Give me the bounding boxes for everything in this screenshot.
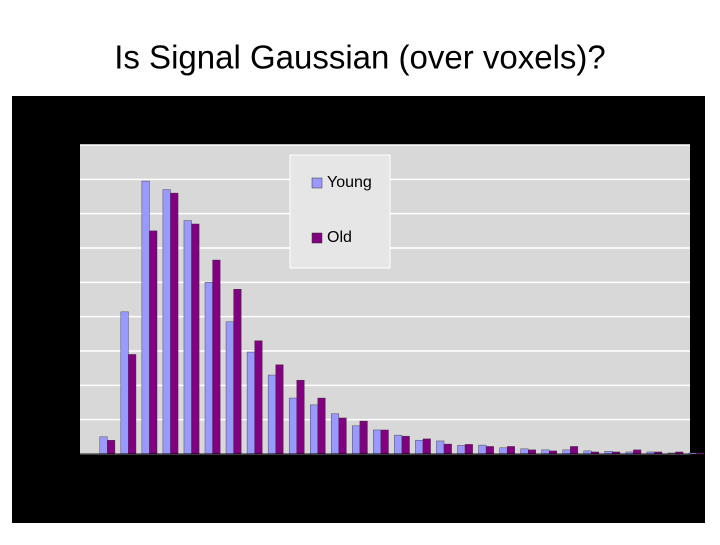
bar: [267, 374, 276, 455]
legend-swatch: [311, 232, 323, 244]
bar: [436, 440, 445, 455]
legend-label: Young: [327, 174, 372, 191]
bar: [162, 189, 171, 455]
bar: [464, 444, 473, 455]
bar: [296, 379, 305, 455]
bar: [415, 440, 424, 455]
bar: [401, 435, 410, 455]
bar: [246, 351, 255, 455]
bar: [170, 192, 179, 455]
bar: [225, 321, 234, 455]
legend-swatch: [311, 177, 323, 189]
bar: [338, 417, 347, 455]
bar: [331, 413, 340, 455]
bar: [141, 180, 150, 455]
bar: [310, 404, 318, 455]
bar: [422, 438, 431, 455]
bar: [688, 452, 697, 455]
bar: [443, 443, 452, 455]
bar: [233, 289, 242, 455]
bar: [288, 397, 297, 455]
bar: [527, 449, 536, 455]
bar: [633, 449, 642, 455]
bar: [254, 340, 263, 455]
bar: [99, 436, 108, 455]
bar: [352, 425, 361, 455]
bar: [120, 311, 129, 455]
bar: [128, 354, 137, 455]
bar: [149, 230, 158, 455]
bar: [520, 448, 529, 455]
legend-label: Old: [327, 229, 352, 246]
bar: [380, 429, 389, 455]
bar: [107, 440, 116, 455]
bar: [191, 223, 200, 455]
bar: [373, 429, 382, 455]
bar: [478, 444, 487, 455]
bar: [212, 259, 221, 455]
bar: [499, 447, 508, 455]
bar: [541, 449, 550, 455]
bar: [394, 434, 403, 455]
slide-title: Is Signal Gaussian (over voxels)?: [114, 39, 606, 76]
bar: [506, 446, 515, 455]
bar: [275, 364, 284, 455]
bar: [457, 445, 466, 455]
bar: [204, 282, 213, 455]
bar: [359, 420, 368, 455]
bar: [485, 446, 494, 455]
legend: [289, 154, 391, 269]
bar: [317, 397, 326, 455]
bar: [570, 446, 579, 455]
bar: [183, 220, 192, 455]
bar: [562, 449, 571, 455]
bar: [696, 452, 705, 455]
